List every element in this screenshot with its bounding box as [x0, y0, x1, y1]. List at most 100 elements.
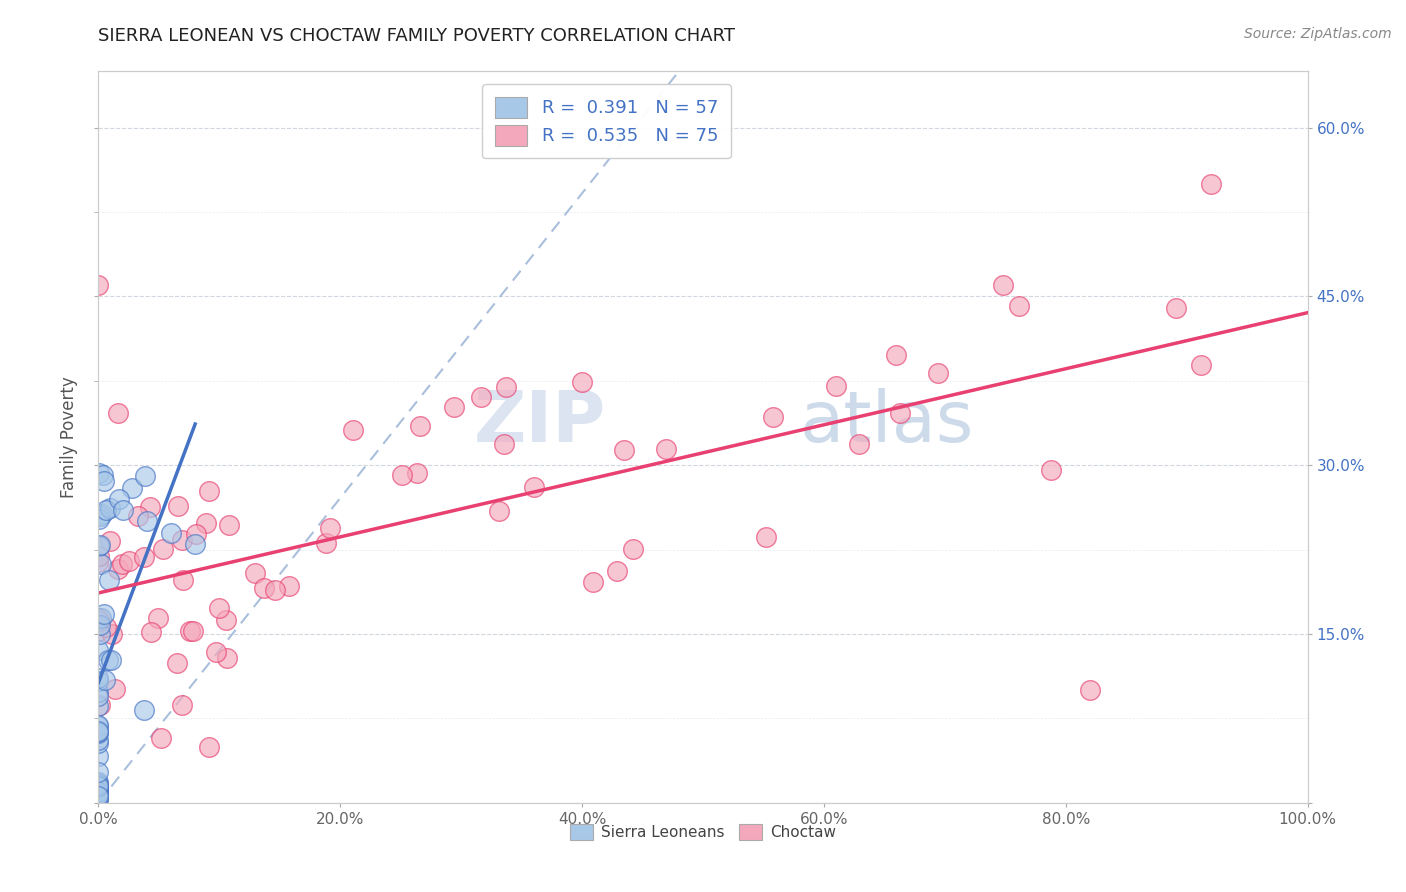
Point — [582, 575, 605, 590]
Point — [152, 541, 174, 556]
Point — [87, 642, 110, 657]
Point — [277, 579, 299, 593]
Point — [991, 278, 1014, 293]
Point — [217, 651, 239, 665]
Point — [87, 614, 110, 628]
Point — [1040, 463, 1063, 477]
Point — [87, 726, 110, 740]
Point — [127, 508, 149, 523]
Y-axis label: Family Poverty: Family Poverty — [60, 376, 79, 498]
Point — [1189, 359, 1212, 373]
Point — [172, 573, 194, 587]
Point — [97, 653, 120, 667]
Point — [87, 793, 110, 807]
Point — [495, 380, 517, 394]
Point — [94, 673, 117, 688]
Text: Source: ZipAtlas.com: Source: ZipAtlas.com — [1244, 27, 1392, 41]
Point — [884, 348, 907, 362]
Point — [391, 467, 413, 482]
Point — [523, 480, 546, 494]
Point — [218, 517, 240, 532]
Point — [927, 366, 949, 380]
Point — [405, 466, 427, 480]
Point — [621, 542, 644, 557]
Point — [409, 418, 432, 433]
Point — [87, 775, 110, 789]
Point — [148, 611, 170, 625]
Point — [87, 791, 110, 805]
Point — [215, 613, 238, 627]
Legend: Sierra Leoneans, Choctaw: Sierra Leoneans, Choctaw — [564, 818, 842, 847]
Point — [87, 780, 110, 795]
Point — [613, 443, 636, 458]
Point — [87, 784, 110, 798]
Point — [87, 466, 110, 480]
Point — [889, 406, 911, 420]
Point — [91, 468, 114, 483]
Point — [121, 481, 143, 495]
Point — [825, 379, 848, 393]
Point — [87, 624, 110, 638]
Point — [342, 423, 364, 437]
Point — [1199, 177, 1222, 191]
Point — [87, 724, 110, 739]
Point — [184, 527, 207, 541]
Point — [134, 469, 156, 483]
Point — [91, 508, 114, 522]
Point — [606, 565, 628, 579]
Point — [184, 537, 207, 551]
Point — [135, 515, 157, 529]
Text: atlas: atlas — [800, 388, 974, 457]
Point — [89, 626, 111, 640]
Point — [94, 503, 117, 517]
Point — [208, 600, 231, 615]
Point — [149, 731, 172, 745]
Point — [195, 516, 218, 530]
Point — [139, 500, 162, 515]
Point — [87, 723, 110, 738]
Point — [89, 618, 111, 632]
Point — [170, 533, 193, 547]
Point — [90, 611, 112, 625]
Point — [87, 779, 110, 793]
Point — [198, 484, 221, 499]
Point — [571, 375, 593, 389]
Point — [198, 739, 221, 754]
Point — [132, 549, 155, 564]
Point — [315, 536, 337, 550]
Point — [87, 785, 110, 799]
Point — [89, 549, 111, 563]
Point — [107, 406, 129, 420]
Point — [98, 500, 121, 515]
Point — [655, 442, 678, 456]
Point — [93, 474, 115, 488]
Point — [87, 539, 110, 553]
Point — [243, 566, 266, 580]
Point — [89, 698, 111, 712]
Point — [87, 685, 110, 699]
Point — [87, 612, 110, 626]
Point — [470, 390, 492, 404]
Point — [264, 583, 287, 598]
Point — [205, 645, 228, 659]
Text: SIERRA LEONEAN VS CHOCTAW FAMILY POVERTY CORRELATION CHART: SIERRA LEONEAN VS CHOCTAW FAMILY POVERTY… — [98, 27, 735, 45]
Point — [87, 555, 110, 569]
Point — [101, 626, 124, 640]
Point — [89, 509, 111, 524]
Text: ZIP: ZIP — [474, 388, 606, 457]
Point — [87, 671, 110, 685]
Point — [1078, 683, 1101, 698]
Point — [87, 788, 110, 802]
Point — [87, 674, 110, 689]
Point — [87, 719, 110, 733]
Point — [494, 436, 516, 450]
Point — [90, 557, 112, 571]
Point — [87, 733, 110, 747]
Point — [87, 788, 110, 802]
Point — [87, 789, 110, 803]
Point — [160, 525, 183, 540]
Point — [134, 703, 156, 717]
Point — [319, 521, 342, 535]
Point — [87, 779, 110, 793]
Point — [167, 499, 190, 513]
